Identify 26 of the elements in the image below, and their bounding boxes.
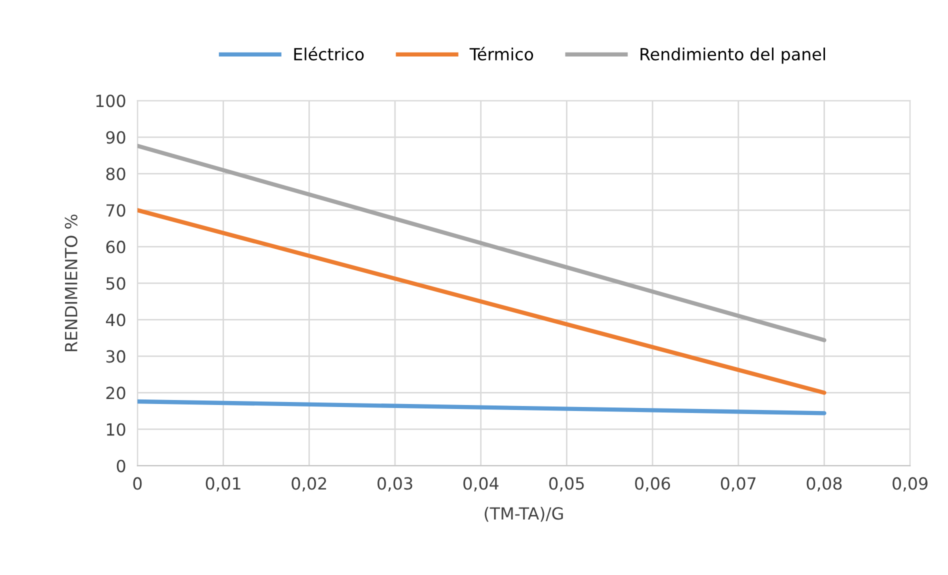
y-tick-label: 20 bbox=[106, 386, 126, 400]
y-tick-label: 60 bbox=[106, 240, 126, 254]
x-tick-label: 0,05 bbox=[549, 477, 584, 492]
legend-label: Rendimiento del panel bbox=[640, 48, 825, 64]
x-tick-label: 0 bbox=[133, 477, 142, 490]
y-tick-label: 90 bbox=[106, 131, 126, 144]
x-tick-label: 0,02 bbox=[292, 477, 326, 492]
x-axis-title: (TM-TA)/G bbox=[484, 506, 563, 522]
y-tick-label: 30 bbox=[106, 350, 126, 363]
y-tick-label: 50 bbox=[106, 277, 126, 290]
y-tick-label: 0 bbox=[116, 460, 126, 472]
y-tick-label: 100 bbox=[96, 94, 126, 108]
y-tick-label: 40 bbox=[106, 314, 126, 326]
x-tick-label: 0,08 bbox=[806, 477, 842, 492]
x-tick-label: 0,09 bbox=[892, 477, 928, 492]
y-tick-label: 80 bbox=[106, 168, 126, 180]
legend-label: Eléctrico bbox=[294, 46, 364, 60]
x-tick-label: 0,03 bbox=[378, 477, 412, 492]
x-tick-label: 0,06 bbox=[635, 477, 670, 492]
y-axis-title: RENDIMIENTO % bbox=[64, 214, 78, 352]
y-tick-label: 10 bbox=[106, 423, 126, 436]
x-tick-label: 0,07 bbox=[720, 477, 756, 492]
y-tick-label: 70 bbox=[106, 204, 126, 217]
x-tick-label: 0,04 bbox=[463, 477, 498, 492]
legend-label: Térmico bbox=[470, 46, 534, 60]
x-tick-label: 0,01 bbox=[206, 477, 240, 492]
